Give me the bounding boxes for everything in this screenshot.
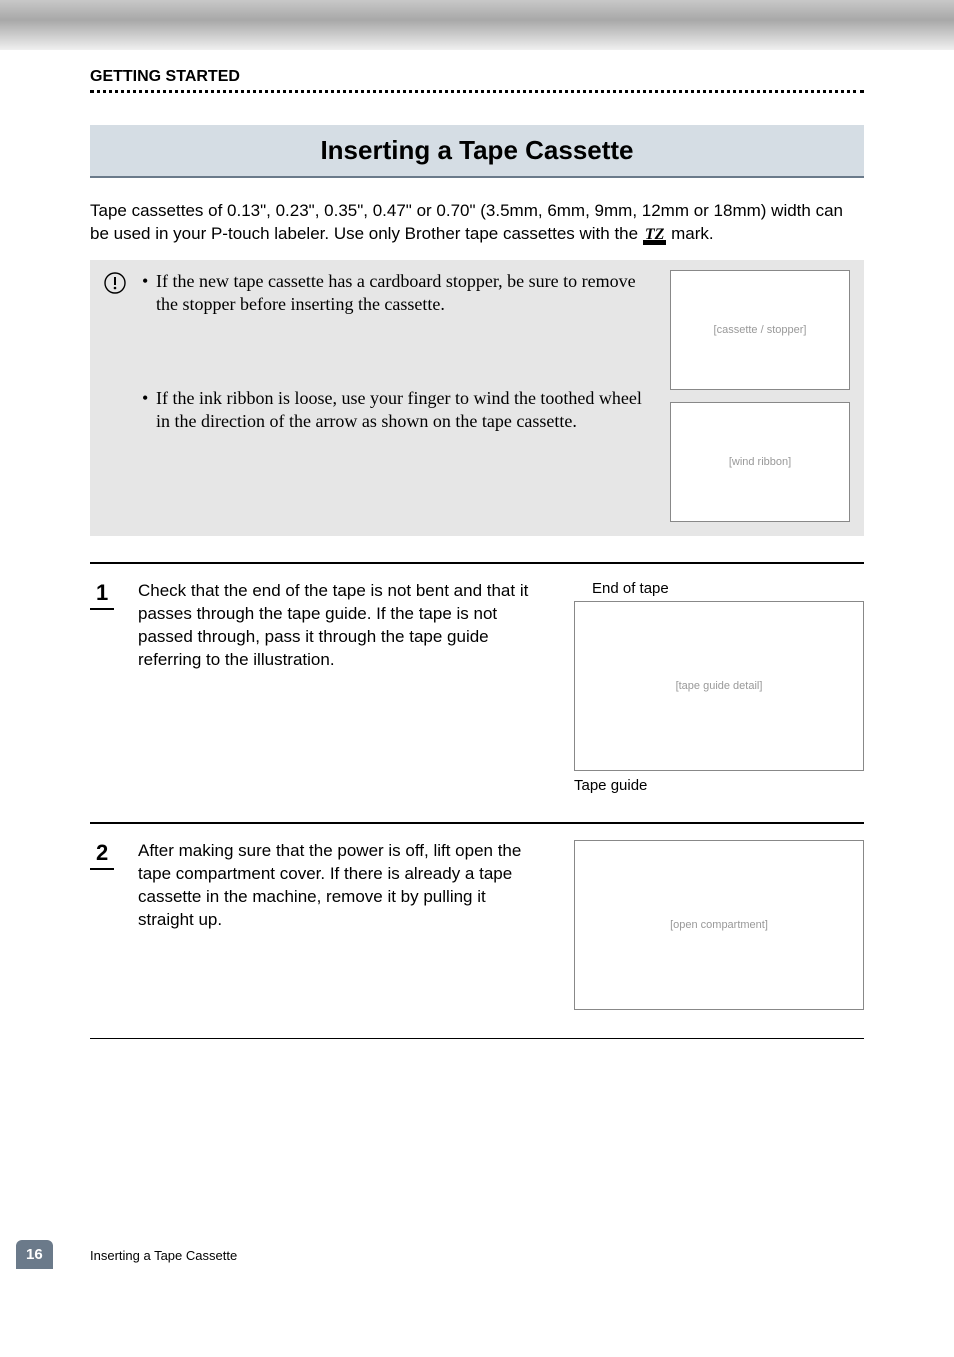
cassette-stopper-illustration: [cassette / stopper] [670, 270, 850, 390]
tape-guide-illustration: [tape guide detail] [574, 601, 864, 771]
caution-illustrations: [cassette / stopper] [wind ribbon] [670, 270, 850, 522]
caution-note-box: If the new tape cassette has a cardboard… [90, 260, 864, 536]
step-text: After making sure that the power is off,… [138, 840, 556, 1010]
intro-text-after: mark. [671, 224, 714, 243]
page-number-badge: 16 [16, 1240, 53, 1269]
page-content: GETTING STARTED Inserting a Tape Cassett… [0, 68, 954, 1079]
step-number-col: 2 [90, 840, 120, 1010]
intro-text-before: Tape cassettes of 0.13", 0.23", 0.35", 0… [90, 201, 843, 243]
caution-icon-col [104, 270, 128, 522]
caution-text: If the new tape cassette has a cardboard… [142, 270, 656, 522]
step-number-col: 1 [90, 580, 120, 794]
caution-bullet: If the new tape cassette has a cardboard… [142, 270, 656, 317]
step-block: 2 After making sure that the power is of… [90, 822, 864, 1039]
step-number: 2 [90, 840, 114, 870]
footer-title: Inserting a Tape Cassette [90, 1248, 237, 1263]
step-text: Check that the end of the tape is not be… [138, 580, 556, 794]
open-compartment-illustration: [open compartment] [574, 840, 864, 1010]
callout-end-of-tape: End of tape [574, 580, 864, 597]
callout-tape-guide: Tape guide [574, 777, 864, 794]
wind-ribbon-illustration: [wind ribbon] [670, 402, 850, 522]
header-gradient-bar [0, 0, 954, 50]
caution-icon [104, 272, 126, 294]
page-title: Inserting a Tape Cassette [320, 135, 633, 165]
step-illustration-col: [open compartment] [574, 840, 864, 1010]
title-band: Inserting a Tape Cassette [90, 125, 864, 178]
step-block: 1 Check that the end of the tape is not … [90, 562, 864, 822]
page-footer: 16 Inserting a Tape Cassette [0, 1229, 954, 1269]
step-illustration-col: End of tape [tape guide detail] Tape gui… [574, 580, 864, 794]
dotted-divider [90, 90, 864, 93]
caution-bullet: If the ink ribbon is loose, use your fin… [142, 387, 656, 434]
step-number: 1 [90, 580, 114, 610]
tz-mark-icon: TZ [643, 229, 667, 245]
section-label: GETTING STARTED [90, 68, 864, 86]
intro-paragraph: Tape cassettes of 0.13", 0.23", 0.35", 0… [90, 200, 864, 246]
